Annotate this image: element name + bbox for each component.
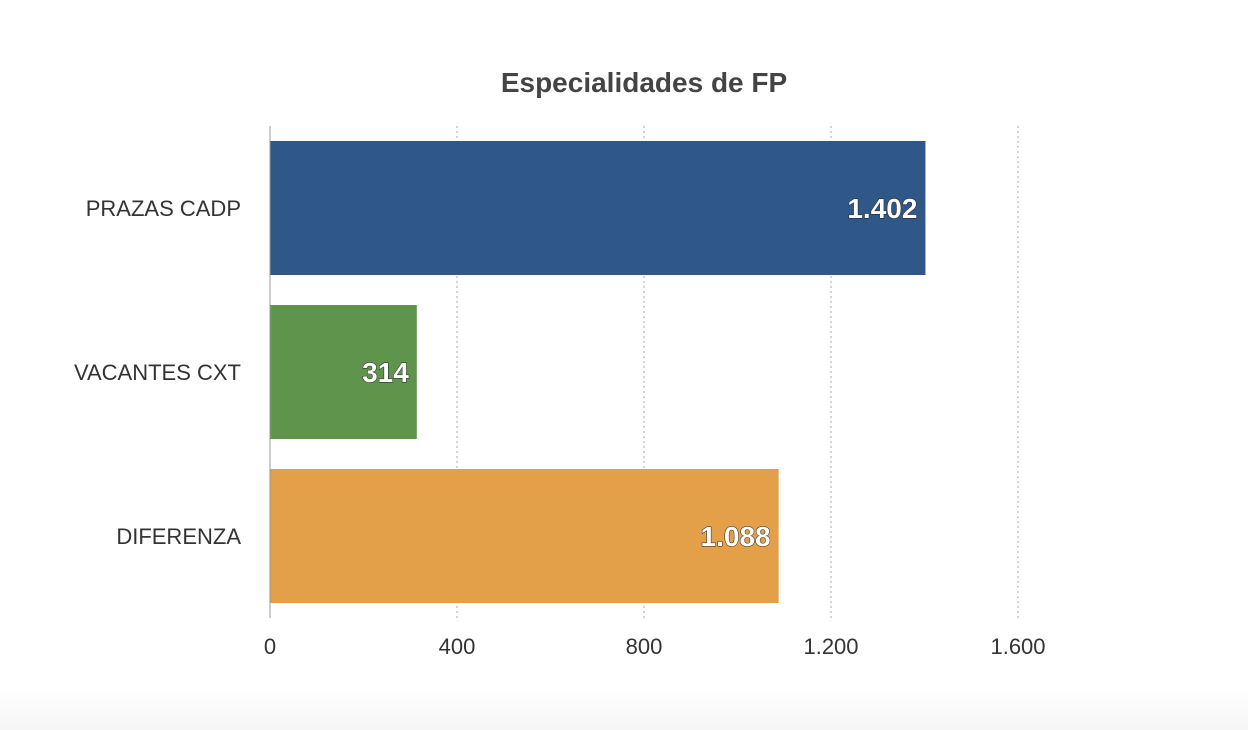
bar (270, 141, 926, 275)
x-tick-label: 1.600 (990, 634, 1045, 659)
data-label: 1.088 (701, 521, 771, 552)
axis-layer: 0 400 800 1.200 1.600 PRAZAS CADP VACANTES CXT… (74, 126, 1046, 659)
bar (270, 305, 417, 439)
bar (270, 469, 779, 603)
category-label: VACANTES CXT (74, 360, 241, 385)
data-label: 1.402 (847, 193, 917, 224)
bars-layer: 1.402 314 1.088 (270, 141, 926, 603)
x-tick-label: 400 (439, 634, 476, 659)
x-tick-label: 800 (626, 634, 663, 659)
category-label: DIFERENZA (116, 524, 241, 549)
chart-title: Especialidades de FP (501, 67, 787, 98)
x-tick-label: 0 (264, 634, 276, 659)
category-label: PRAZAS CADP (86, 196, 241, 221)
data-label: 314 (362, 357, 409, 388)
x-tick-label: 1.200 (803, 634, 858, 659)
